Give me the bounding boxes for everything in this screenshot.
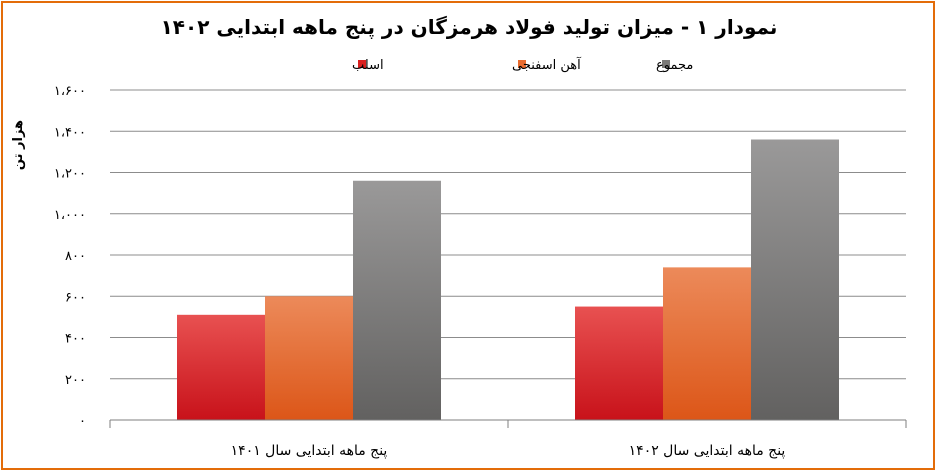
category-labels: پنج ماهه ابتدایی سال ۱۴۰۱ پنج ماهه ابتدای… bbox=[231, 443, 786, 459]
y-tick-label: ۱،۴۰۰ bbox=[54, 125, 86, 140]
legend-label: مجموع bbox=[656, 58, 693, 73]
bar bbox=[663, 267, 751, 420]
legend-swatch bbox=[662, 60, 670, 68]
y-tick-label: ۱،۶۰۰ bbox=[54, 84, 86, 99]
chart-title: نمودار ۱ - میزان تولید فولاد هرمزگان در … bbox=[161, 15, 778, 40]
y-tick-label: ۱،۲۰۰ bbox=[54, 167, 86, 182]
y-axis-label: هزار تن bbox=[11, 120, 26, 170]
y-tick-label: ۴۰۰ bbox=[65, 332, 86, 347]
bar bbox=[265, 296, 353, 420]
category-label: پنج ماهه ابتدایی سال ۱۴۰۱ bbox=[231, 443, 388, 459]
y-axis-ticks: ۰ ۲۰۰ ۴۰۰ ۶۰۰ ۸۰۰ ۱،۰۰۰ ۱،۲۰۰ ۱،۴۰۰ ۱،۶۰۰ bbox=[54, 84, 86, 429]
legend-swatch bbox=[358, 60, 366, 68]
y-tick-label: ۰ bbox=[79, 414, 86, 429]
bar bbox=[751, 139, 839, 420]
x-axis bbox=[109, 419, 907, 428]
bar bbox=[575, 306, 663, 420]
category-label: پنج ماهه ابتدایی سال ۱۴۰۲ bbox=[629, 443, 786, 459]
y-tick-label: ۲۰۰ bbox=[65, 373, 86, 388]
bars bbox=[177, 139, 839, 420]
legend-label: آهن اسفنجی bbox=[512, 56, 582, 73]
y-tick-label: ۶۰۰ bbox=[65, 290, 86, 305]
bar bbox=[177, 314, 265, 420]
legend: اسلب آهن اسفنجی مجموع bbox=[352, 56, 693, 73]
y-tick-label: ۸۰۰ bbox=[65, 249, 86, 264]
legend-swatch bbox=[518, 60, 526, 68]
legend-label: اسلب bbox=[352, 58, 384, 73]
bar bbox=[353, 180, 441, 420]
y-tick-label: ۱،۰۰۰ bbox=[54, 208, 86, 223]
